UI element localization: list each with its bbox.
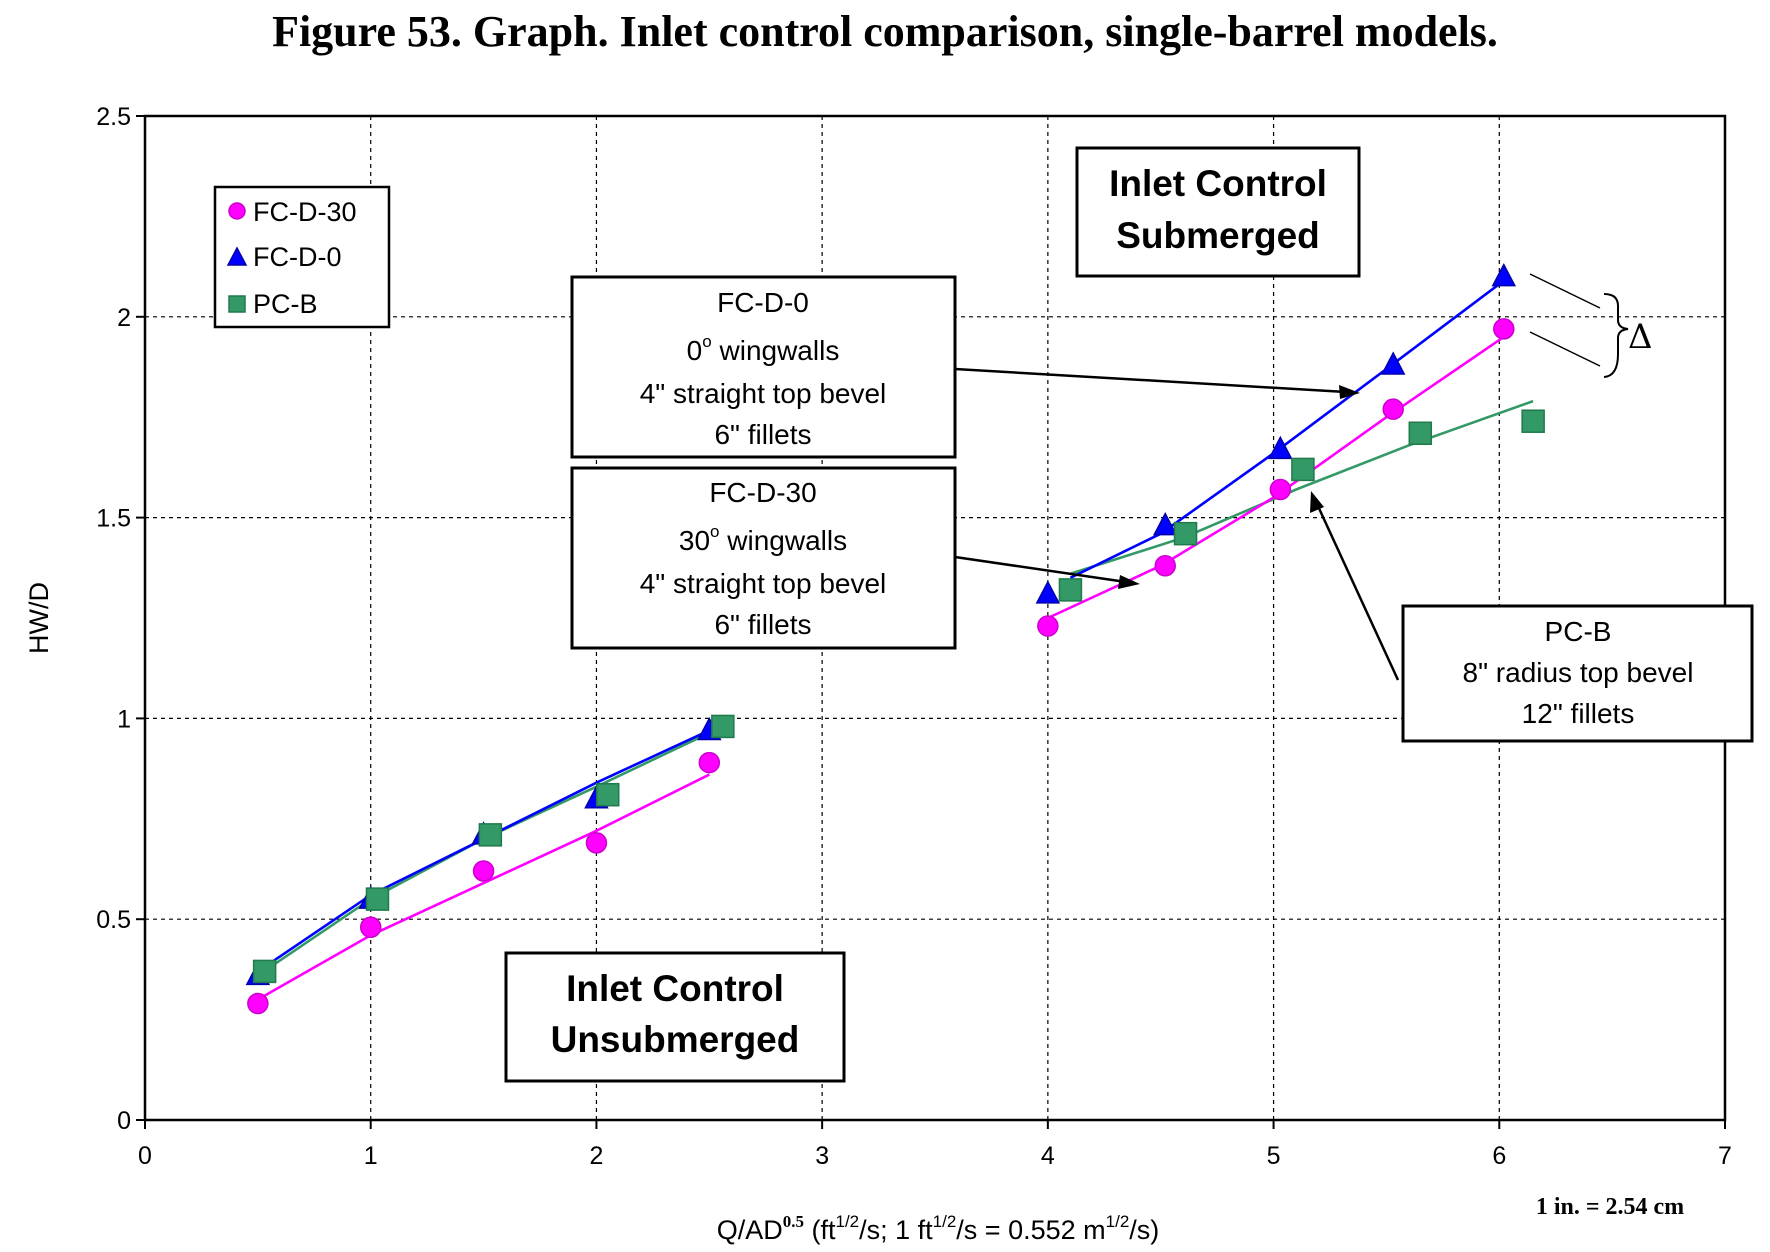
- fit-line-fc-d-30: [257, 773, 710, 1001]
- fcd0-box: [570, 275, 957, 459]
- fit-line-pc-b: [1070, 399, 1534, 576]
- pcb-box: [1401, 604, 1754, 743]
- point-pc-b: [1521, 409, 1545, 433]
- annotation-delta: Δ: [1529, 273, 1653, 378]
- x-tick-label: 7: [1718, 1142, 1732, 1170]
- unsubmerged-box: [504, 951, 846, 1083]
- arrow-fcd30: [954, 555, 1127, 584]
- arrow-pcb: [1315, 503, 1400, 681]
- legend-marker-fcd30: [228, 202, 246, 220]
- y-tick-label: 0.5: [96, 906, 131, 934]
- pcb-fillets: 12" fillets: [1522, 698, 1635, 729]
- y-axis-label: HW/D: [24, 582, 54, 654]
- point-fc-d-0: [1035, 580, 1061, 604]
- submerged-box: [1075, 146, 1361, 278]
- pcb-bevel: 8" radius top bevel: [1463, 657, 1694, 688]
- point-fc-d-30: [359, 916, 382, 938]
- fcd30-title: FC-D-30: [709, 477, 816, 508]
- pcb-title: PC-B: [1545, 616, 1612, 647]
- point-fc-d-30: [1382, 398, 1404, 420]
- submerged-line2: Submerged: [1116, 215, 1320, 256]
- delta-line-bottom: [1529, 331, 1601, 367]
- annotation-pcb: PC-B 8" radius top bevel 12" fillets: [1401, 604, 1754, 743]
- point-pc-b: [595, 782, 620, 807]
- x-tick-label: 4: [1041, 1142, 1055, 1170]
- annotation-unsubmerged: Inlet Control Unsubmerged: [504, 951, 846, 1083]
- fcd30-bevel: 4" straight top bevel: [640, 568, 887, 599]
- page-title: Figure 53. Graph. Inlet control comparis…: [272, 7, 1498, 56]
- point-fc-d-30: [1269, 478, 1292, 501]
- axis-ticks: 0 1 2 3 4 5 6 7 0 0.5 1 1.5 2 2.5: [96, 103, 1732, 1170]
- point-fc-d-30: [1154, 555, 1176, 577]
- submerged-line1: Inlet Control: [1109, 163, 1327, 204]
- point-pc-b: [711, 714, 735, 739]
- arrow-fcd30-head: [1118, 575, 1140, 589]
- point-pc-b: [1173, 521, 1198, 546]
- annotation-fcd0: FC-D-0 0o wingwalls 4" straight top beve…: [570, 275, 957, 459]
- x-axis-label: Q/AD0.5 (ft1/2/s; 1 ft1/2/s = 0.552 m1/2…: [717, 1212, 1160, 1245]
- point-fc-d-30: [585, 832, 608, 854]
- legend-label-fcd0: FC-D-0: [253, 242, 342, 272]
- point-fc-d-30: [1037, 615, 1059, 637]
- point-pc-b: [1408, 421, 1433, 446]
- x-tick-label: 0: [138, 1142, 152, 1170]
- legend-marker-pcb: [228, 295, 246, 313]
- point-pc-b: [478, 823, 503, 847]
- fcd30-fillets: 6" fillets: [714, 609, 811, 640]
- conversion-note: 1 in. = 2.54 cm: [1536, 1194, 1684, 1220]
- point-fc-d-0: [1152, 512, 1178, 536]
- point-fc-d-30: [472, 860, 495, 882]
- y-tick-label: 1: [117, 705, 131, 733]
- data-markers: [245, 263, 1545, 1015]
- point-fc-d-30: [1493, 318, 1515, 340]
- legend-label-fcd30: FC-D-30: [253, 197, 357, 227]
- fcd0-title: FC-D-0: [717, 287, 809, 318]
- y-tick-label: 2.5: [96, 103, 131, 131]
- unsubmerged-line1: Inlet Control: [566, 968, 784, 1009]
- unsubmerged-line2: Unsubmerged: [551, 1019, 800, 1060]
- annotation-arrows: [954, 367, 1400, 681]
- legend-marker-fcd0: [226, 246, 248, 266]
- delta-line-top: [1529, 273, 1601, 309]
- annotation-fcd30: FC-D-30 30o wingwalls 4" straight top be…: [570, 466, 957, 650]
- x-tick-label: 6: [1492, 1142, 1506, 1170]
- x-tick-label: 2: [589, 1142, 603, 1170]
- arrow-fcd0: [954, 367, 1347, 394]
- point-fc-d-30: [247, 992, 269, 1015]
- point-fc-d-0: [1268, 435, 1293, 460]
- point-fc-d-0: [1380, 351, 1406, 375]
- x-tick-label: 5: [1267, 1142, 1281, 1170]
- point-fc-d-30: [698, 751, 721, 774]
- annotation-submerged: Inlet Control Submerged: [1075, 146, 1361, 278]
- arrow-fcd0-head: [1339, 385, 1360, 399]
- point-pc-b: [365, 887, 390, 911]
- fit-line-pc-b: [257, 725, 724, 977]
- y-tick-label: 2: [117, 304, 131, 332]
- y-tick-label: 1.5: [96, 505, 131, 533]
- fcd0-fillets: 6" fillets: [714, 419, 811, 450]
- legend-label-pcb: PC-B: [253, 289, 318, 319]
- point-fc-d-0: [1491, 263, 1517, 287]
- y-tick-label: 0: [117, 1107, 131, 1135]
- legend: FC-D-30 FC-D-0 PC-B: [213, 185, 391, 329]
- point-pc-b: [1058, 578, 1083, 602]
- fcd30-wingwalls: 30o wingwalls: [679, 522, 847, 556]
- fcd0-wingwalls: 0o wingwalls: [687, 332, 840, 366]
- delta-symbol: Δ: [1628, 317, 1653, 357]
- point-pc-b: [1291, 457, 1315, 482]
- arrow-pcb-head: [1310, 491, 1324, 513]
- fit-line-fc-d-0: [1069, 279, 1505, 579]
- point-pc-b: [252, 959, 277, 984]
- delta-brace: [1603, 293, 1629, 378]
- fcd0-bevel: 4" straight top bevel: [640, 378, 887, 409]
- x-tick-label: 3: [815, 1142, 829, 1170]
- x-tick-label: 1: [364, 1142, 378, 1170]
